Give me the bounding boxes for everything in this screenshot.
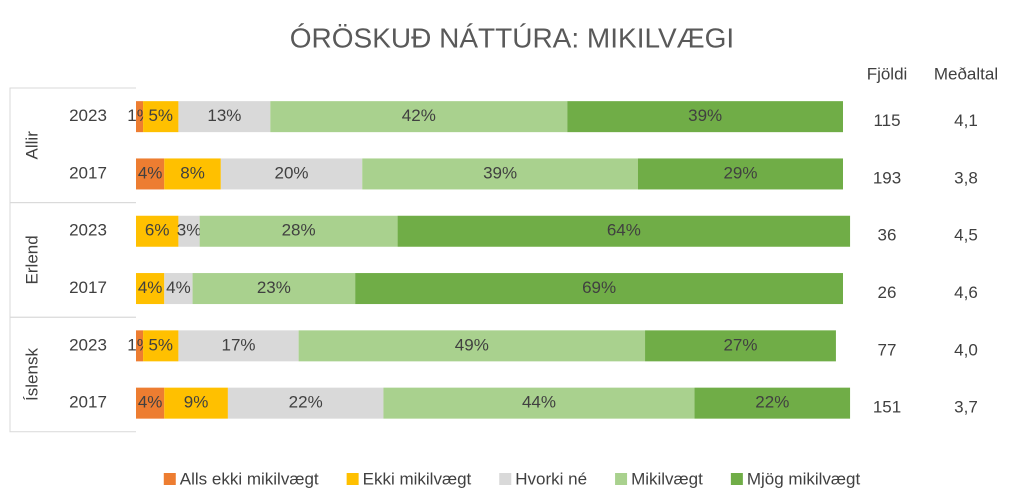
column-header: Meðaltal bbox=[934, 64, 998, 83]
value-label: 9% bbox=[184, 393, 209, 412]
chart-title: ÓRÖSKUÐ NÁTTÚRA: MIKILVÆGI bbox=[290, 22, 734, 53]
column-value: 77 bbox=[878, 340, 897, 359]
column-value: 26 bbox=[878, 283, 897, 302]
legend-label: Ekki mikilvægt bbox=[363, 469, 472, 488]
bar-segment bbox=[298, 330, 646, 362]
category-label: 2023 bbox=[69, 335, 107, 354]
bar-segment bbox=[694, 387, 851, 419]
bar-segment bbox=[178, 215, 200, 247]
column-value: 4,1 bbox=[954, 111, 978, 130]
bar-segment bbox=[136, 101, 144, 133]
value-label: 29% bbox=[723, 163, 757, 182]
value-label: 17% bbox=[221, 335, 255, 354]
column-value: 115 bbox=[873, 111, 900, 130]
value-label: 13% bbox=[207, 106, 241, 125]
value-label: 4% bbox=[138, 393, 163, 412]
column-value: 4,0 bbox=[954, 340, 978, 359]
bar-segment bbox=[192, 273, 356, 305]
legend-swatch bbox=[615, 473, 628, 485]
column-value: 151 bbox=[873, 398, 901, 417]
bar-segment bbox=[383, 387, 695, 419]
bar-segment bbox=[270, 101, 568, 133]
bar-segment bbox=[164, 387, 228, 419]
bar-segment bbox=[136, 387, 165, 419]
category-label: 2023 bbox=[69, 221, 107, 240]
column-header: Fjöldi bbox=[867, 64, 908, 83]
category-label: 2017 bbox=[69, 163, 107, 182]
bar-segment bbox=[136, 158, 165, 190]
value-label: 5% bbox=[148, 106, 173, 125]
bar-segment bbox=[227, 387, 384, 419]
value-label: 42% bbox=[402, 106, 436, 125]
bar-segment bbox=[164, 158, 221, 190]
value-label: 3% bbox=[177, 221, 202, 240]
value-label: 4% bbox=[166, 278, 191, 297]
column-value: 36 bbox=[878, 226, 897, 245]
value-label: 6% bbox=[145, 221, 170, 240]
value-label: 20% bbox=[275, 163, 309, 182]
column-value: 4,6 bbox=[954, 283, 978, 302]
bar-segment bbox=[136, 273, 165, 305]
bar-segment bbox=[199, 215, 398, 247]
value-label: 39% bbox=[688, 106, 722, 125]
value-label: 8% bbox=[180, 163, 205, 182]
value-label: 49% bbox=[455, 335, 489, 354]
legend-label: Mjög mikilvægt bbox=[747, 469, 861, 488]
legend-swatch bbox=[730, 473, 743, 485]
group-label: Erlend bbox=[22, 235, 41, 284]
category-label: 2017 bbox=[69, 393, 107, 412]
column-value: 3,7 bbox=[954, 398, 978, 417]
column-value: 4,5 bbox=[954, 226, 978, 245]
group-label: Íslensk bbox=[22, 348, 41, 401]
bar-segment bbox=[178, 101, 271, 133]
value-label: 23% bbox=[257, 278, 291, 297]
group-bracket bbox=[9, 316, 136, 433]
group-label: Allir bbox=[22, 131, 41, 160]
bar-segment bbox=[143, 330, 179, 362]
legend-swatch bbox=[499, 473, 512, 485]
value-label: 5% bbox=[148, 335, 173, 354]
bar-segment bbox=[136, 215, 179, 247]
bar-segment bbox=[637, 158, 843, 190]
legend-label: Hvorki né bbox=[515, 469, 587, 488]
bar-segment bbox=[362, 158, 638, 190]
bar-segment bbox=[397, 215, 851, 247]
bar-segment bbox=[567, 101, 843, 133]
value-label: 4% bbox=[138, 163, 163, 182]
bar-segment bbox=[220, 158, 363, 190]
value-label: 39% bbox=[483, 163, 517, 182]
column-value: 3,8 bbox=[954, 168, 978, 187]
bar-segment bbox=[178, 330, 299, 362]
bar-segment bbox=[355, 273, 843, 305]
value-label: 69% bbox=[582, 278, 616, 297]
legend-swatch bbox=[346, 473, 359, 485]
value-label: 22% bbox=[289, 393, 323, 412]
legend-label: Mikilvægt bbox=[631, 469, 703, 488]
legend-swatch bbox=[163, 473, 176, 485]
category-label: 2023 bbox=[69, 106, 107, 125]
bar-segment bbox=[645, 330, 836, 362]
value-label: 4% bbox=[138, 278, 163, 297]
bar-segment bbox=[136, 330, 144, 362]
value-label: 27% bbox=[723, 335, 757, 354]
legend-label: Alls ekki mikilvægt bbox=[180, 469, 319, 488]
bar-segment bbox=[164, 273, 193, 305]
column-value: 193 bbox=[873, 168, 901, 187]
value-label: 44% bbox=[522, 393, 556, 412]
bar-segment bbox=[143, 101, 179, 133]
value-label: 22% bbox=[755, 393, 789, 412]
value-label: 64% bbox=[607, 221, 641, 240]
category-label: 2017 bbox=[69, 278, 107, 297]
value-label: 28% bbox=[282, 221, 316, 240]
